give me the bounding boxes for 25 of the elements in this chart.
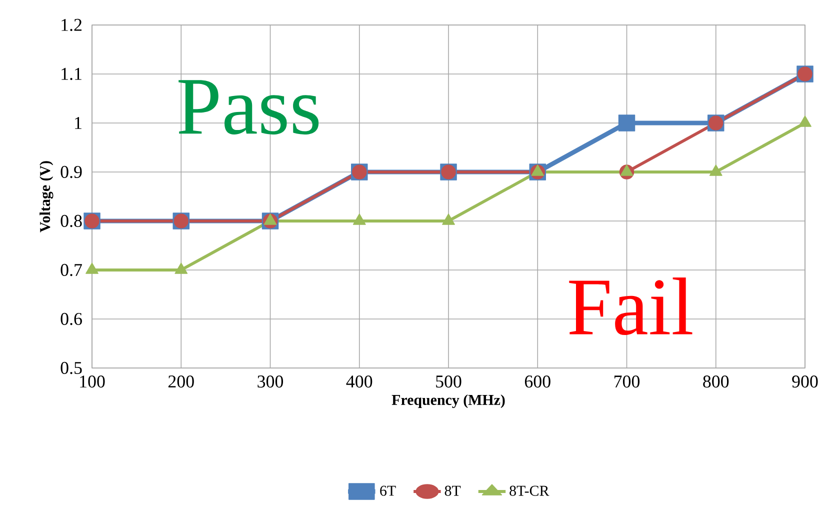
y-tick-label: 0.5 (60, 362, 82, 374)
legend-label: 8T-CR (510, 486, 550, 496)
x-tick-label: 400 (346, 376, 372, 388)
y-tick-label: 1.2 (62, 18, 82, 32)
legend-label: 6T (380, 486, 396, 496)
x-tick-label: 500 (436, 376, 462, 388)
y-tick-label: 0.8 (60, 214, 82, 228)
legend-label: 8T (444, 486, 461, 496)
x-tick-label: 700 (614, 376, 640, 388)
y-axis-title: Voltage (V) (40, 161, 54, 232)
annotation: Fail (569, 278, 692, 335)
x-tick-label: 800 (703, 376, 729, 388)
x-tick-label: 600 (524, 376, 550, 388)
point (618, 114, 636, 132)
x-tick-label: 100 (80, 376, 105, 388)
y-tick-label: 1 (75, 117, 82, 129)
x-tick-label: 200 (168, 376, 194, 388)
x-tick-label: 300 (258, 376, 284, 388)
x-tick-label: 900 (792, 376, 818, 388)
y-tick-label: 0.7 (60, 264, 82, 276)
y-tick-label: 0.9 (60, 166, 82, 178)
y-tick-label: 0.6 (60, 312, 82, 326)
x-axis-title: Frequency (MHz) (392, 394, 505, 408)
y-tick-label: 1.1 (62, 68, 82, 80)
annotation: Pass (178, 80, 319, 134)
